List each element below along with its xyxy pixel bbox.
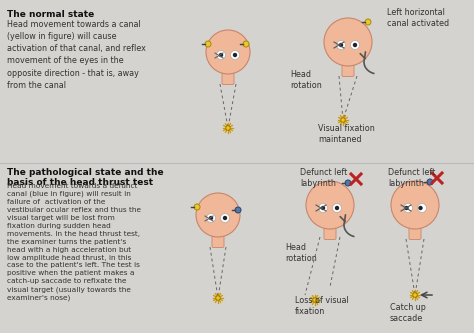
Ellipse shape (339, 52, 356, 65)
Circle shape (332, 203, 341, 212)
Circle shape (306, 181, 354, 229)
Circle shape (223, 216, 227, 220)
Circle shape (194, 204, 200, 210)
Text: Left horizontal
canal activated: Left horizontal canal activated (387, 8, 449, 28)
Ellipse shape (321, 215, 338, 228)
Ellipse shape (407, 215, 423, 228)
Text: The normal state: The normal state (7, 10, 94, 19)
Text: Catch up
saccade: Catch up saccade (390, 303, 426, 323)
Text: The pathological state and the
basis of the head thrust test: The pathological state and the basis of … (7, 168, 164, 187)
Circle shape (324, 18, 372, 66)
Circle shape (230, 51, 239, 60)
Circle shape (205, 41, 211, 47)
FancyBboxPatch shape (324, 224, 336, 239)
Text: Defunct left
labyrinth: Defunct left labyrinth (388, 168, 435, 188)
Circle shape (335, 206, 339, 210)
FancyBboxPatch shape (212, 232, 224, 247)
Circle shape (206, 30, 250, 74)
Circle shape (196, 193, 240, 237)
Circle shape (209, 216, 213, 220)
Circle shape (321, 206, 325, 210)
Circle shape (219, 53, 223, 57)
Circle shape (345, 180, 351, 186)
Circle shape (365, 19, 371, 25)
Circle shape (350, 41, 359, 50)
FancyBboxPatch shape (409, 224, 421, 239)
Circle shape (418, 206, 423, 210)
Ellipse shape (210, 224, 226, 236)
Circle shape (391, 181, 439, 229)
Circle shape (217, 51, 226, 60)
FancyBboxPatch shape (342, 62, 354, 77)
Circle shape (339, 43, 343, 47)
Circle shape (226, 126, 230, 130)
Circle shape (418, 203, 427, 212)
Text: Head movement towards a defunct
canal (blue in figure) will result in
failure of: Head movement towards a defunct canal (b… (7, 183, 141, 301)
Circle shape (243, 41, 249, 47)
Circle shape (319, 203, 328, 212)
Text: Head movement towards a canal
(yellow in figure) will cause
activation of that c: Head movement towards a canal (yellow in… (7, 20, 146, 90)
Circle shape (233, 53, 237, 57)
Ellipse shape (220, 61, 236, 74)
Circle shape (313, 298, 317, 302)
Circle shape (403, 203, 412, 212)
Text: Head
rotation: Head rotation (290, 70, 322, 90)
Circle shape (427, 179, 433, 185)
Circle shape (341, 118, 345, 122)
Circle shape (207, 213, 216, 222)
FancyBboxPatch shape (222, 70, 234, 85)
Circle shape (220, 213, 229, 222)
Circle shape (216, 296, 220, 300)
Text: Loss of visual
fixation: Loss of visual fixation (295, 296, 349, 316)
Circle shape (413, 293, 417, 297)
Text: Defunct left
labyrinth: Defunct left labyrinth (300, 168, 347, 188)
Text: Head
rotation: Head rotation (285, 243, 317, 263)
Circle shape (235, 207, 241, 213)
Circle shape (353, 43, 357, 47)
Text: Visual fixation
maintaned: Visual fixation maintaned (318, 124, 375, 144)
Circle shape (337, 41, 346, 50)
Circle shape (404, 206, 409, 210)
